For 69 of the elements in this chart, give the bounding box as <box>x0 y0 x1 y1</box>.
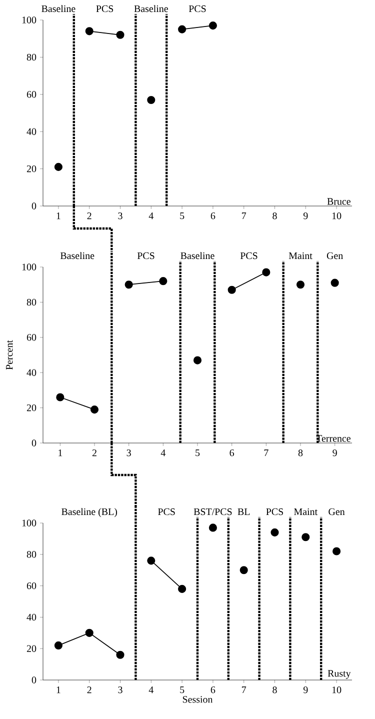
text: BL <box>238 508 250 516</box>
x-tick-label: 6 <box>230 450 234 456</box>
x-tick-label: 1 <box>56 686 60 694</box>
x-tick-label: 3 <box>118 212 122 220</box>
x-tick-label: 7 <box>242 212 246 220</box>
x-tick-label: 7 <box>242 686 246 694</box>
y-tick-label: 100 <box>22 264 36 270</box>
text: Baseline <box>60 252 94 260</box>
x-tick-label: 8 <box>272 212 277 220</box>
y-tick-label: 80 <box>26 551 36 558</box>
x-tick-label: 10 <box>332 212 342 220</box>
x-tick-label: 3 <box>126 450 131 456</box>
y-tick-label: 60 <box>26 582 36 590</box>
y-tick-label: 60 <box>26 91 36 98</box>
x-tick-label: 3 <box>118 686 122 694</box>
y-tick-label: 40 <box>26 369 36 376</box>
x-tick-label: 9 <box>303 686 308 694</box>
y-tick-label: 80 <box>26 298 36 306</box>
x-tick-label: 4 <box>160 450 166 456</box>
y-tick-label: 40 <box>26 128 36 135</box>
x-tick-label: 5 <box>196 450 200 456</box>
y-tick-label: 60 <box>26 334 36 341</box>
x-tick-label: 8 <box>272 686 277 694</box>
text: PCS <box>158 508 175 516</box>
x-tick-label: 4 <box>148 686 154 694</box>
text: PCS <box>96 5 114 12</box>
x-tick-label: 6 <box>210 686 216 694</box>
y-tick-label: 80 <box>26 54 36 61</box>
x-tick-label: 6 <box>210 212 216 220</box>
x-axis-title: Session <box>182 696 213 703</box>
text: PCS <box>266 508 283 516</box>
y-tick-label: 0 <box>32 202 36 210</box>
text: Gen <box>326 252 343 260</box>
y-tick-label: 20 <box>26 165 36 172</box>
x-tick-label: 1 <box>56 212 60 220</box>
text: Baseline <box>180 252 214 260</box>
text: PCS <box>240 252 258 260</box>
x-tick-label: 2 <box>87 686 92 694</box>
text: PCS <box>137 252 154 260</box>
x-tick-label: 9 <box>303 212 308 220</box>
x-tick-label: 9 <box>332 450 337 456</box>
x-tick-label: 1 <box>58 450 62 456</box>
x-tick-label: 4 <box>148 212 154 220</box>
y-tick-label: 0 <box>32 440 36 446</box>
x-tick-label: 10 <box>332 686 342 694</box>
text: Baseline <box>42 5 76 12</box>
y-tick-label: 20 <box>26 404 36 412</box>
text: BST/PCS <box>194 508 232 516</box>
x-tick-label: 2 <box>92 450 96 456</box>
x-tick-label: 8 <box>298 450 303 456</box>
annotation: Bruce <box>327 198 350 205</box>
y-tick-label: 100 <box>22 520 36 526</box>
x-tick-label: 5 <box>180 686 184 694</box>
text: Gen <box>328 508 345 516</box>
text: Baseline <box>134 5 168 12</box>
annotation: Terrence <box>316 435 350 442</box>
y-tick-label: 40 <box>26 614 36 621</box>
y-tick-label: 0 <box>32 676 36 684</box>
annotation: Rusty <box>328 670 351 679</box>
y-tick-label: 100 <box>22 16 36 24</box>
y-tick-label: 20 <box>26 645 36 652</box>
x-tick-label: 5 <box>180 212 184 220</box>
x-tick-label: 2 <box>87 212 92 220</box>
text: Baseline (BL) <box>62 508 117 518</box>
y-axis-title: Percent <box>6 340 13 370</box>
text: Maint <box>288 252 312 260</box>
text: PCS <box>188 5 206 12</box>
text: Maint <box>294 508 318 516</box>
x-tick-label: 7 <box>264 450 268 456</box>
